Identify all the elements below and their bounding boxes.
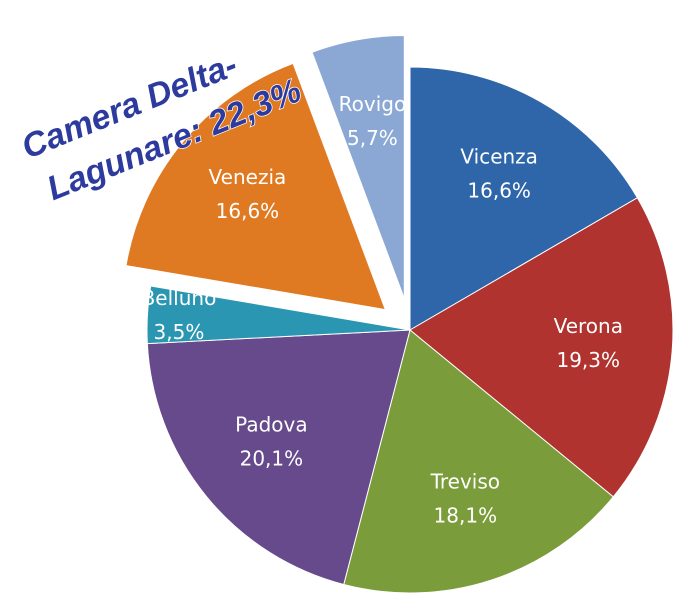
slice-value-label: 20,1% xyxy=(240,447,304,471)
pie: Vicenza 16,6% Verona 19,3% Treviso 18,1% Padov… xyxy=(125,35,674,594)
slice-label: Verona xyxy=(554,314,623,338)
pie-slice xyxy=(409,66,639,331)
slice-value-label: 16,6% xyxy=(467,178,531,202)
slice-value-label: 19,3% xyxy=(556,348,620,372)
pie-slice xyxy=(146,329,411,586)
pie-slice xyxy=(343,329,615,594)
pie-slice xyxy=(125,62,387,311)
slice-value-label: 18,1% xyxy=(434,504,498,528)
slice-value-label: 5,7% xyxy=(347,126,398,150)
slice-label: Treviso xyxy=(430,470,500,494)
pie-slice xyxy=(311,35,405,299)
slice-value-label: 16,6% xyxy=(216,199,280,223)
slice-label: Vicenza xyxy=(460,144,538,168)
slice-label: Belluno xyxy=(142,286,217,310)
slice-label: Rovigo xyxy=(339,92,407,116)
slice-label: Venezia xyxy=(209,165,287,189)
pie-slice xyxy=(409,197,674,498)
slice-label: Padova xyxy=(235,413,307,437)
pie-slice xyxy=(146,285,411,345)
slice-value-label: 3,5% xyxy=(154,320,205,344)
